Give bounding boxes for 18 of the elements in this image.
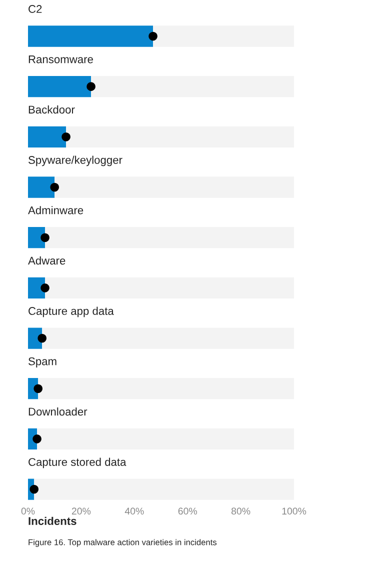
caption: Figure 16. Top malware action varieties in incidents — [28, 539, 217, 547]
y-tick-label: Backdoor — [28, 105, 75, 114]
x-tick-label: 100% — [282, 508, 306, 515]
y-tick-label: Downloader — [28, 407, 88, 416]
y-tick-label: Spyware/keylogger — [28, 156, 122, 166]
x-tick-label: 60% — [178, 508, 197, 515]
x-tick-label: 80% — [231, 508, 250, 515]
y-tick-label: C2 — [28, 5, 42, 13]
y-tick-label: Capture app data — [28, 306, 114, 318]
y-tick-label: Capture stored data — [28, 458, 126, 468]
x-axis-title: Incidents — [28, 516, 76, 525]
y-tick-label: Spam — [28, 357, 56, 368]
y-tick-label: Adware — [28, 256, 66, 265]
y-tick-label: Adminware — [28, 206, 84, 214]
x-tick-label: 20% — [72, 508, 91, 515]
x-tick-label: 0% — [21, 508, 35, 515]
y-tick-label: Ransomware — [28, 55, 93, 64]
x-tick-label: 40% — [124, 508, 144, 515]
